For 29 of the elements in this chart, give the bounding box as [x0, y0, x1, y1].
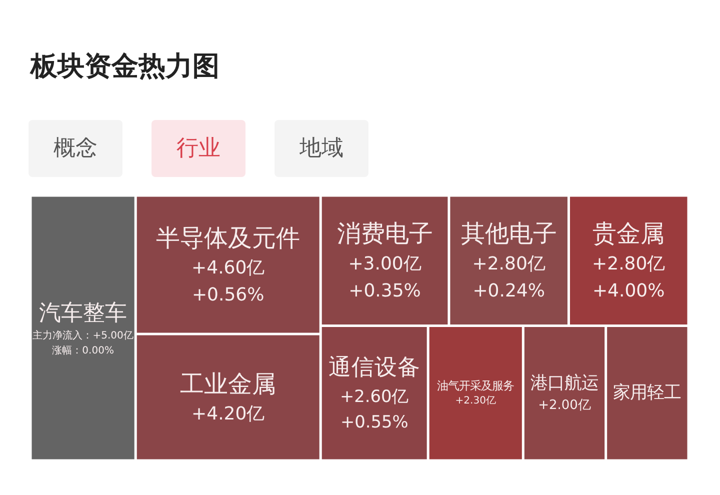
category-label: 汽车整车	[39, 300, 128, 326]
text: 概念	[54, 136, 98, 161]
text: 地域	[298, 136, 344, 161]
data-label: +2.80亿	[592, 253, 666, 274]
category-label: 工业金属	[180, 370, 276, 398]
data-label: +4.00%	[592, 280, 665, 302]
category-label: 港口航运	[530, 373, 598, 394]
data-label: +2.30亿	[455, 396, 496, 407]
data-label: 主力净流入：+5.00亿	[32, 329, 134, 342]
data-label: +4.20亿	[192, 404, 265, 425]
category-label: 消费电子	[336, 220, 433, 248]
text: 行业	[176, 136, 220, 161]
data-label: 涨幅：0.00%	[52, 344, 114, 356]
category-label: 油气开采及服务	[437, 378, 514, 393]
category-label: 通信设备	[328, 354, 420, 381]
data-label: +0.24%	[472, 280, 545, 302]
data-label: +2.60亿	[340, 386, 409, 406]
category-label: 家用轻工	[613, 383, 682, 404]
category-label: 贵金属	[592, 220, 665, 248]
data-label: +4.60亿	[192, 258, 265, 279]
category-label: 半导体及元件	[156, 224, 300, 252]
text: 板块资金热力图	[30, 51, 220, 82]
category-label: 其他电子	[460, 220, 557, 248]
data-label: +2.00亿	[538, 398, 591, 413]
data-label: +3.00亿	[348, 253, 422, 274]
data-label: +0.35%	[348, 280, 421, 302]
data-label: +2.80亿	[472, 253, 546, 274]
data-label: +0.55%	[340, 412, 408, 432]
data-label: +0.56%	[192, 284, 264, 306]
